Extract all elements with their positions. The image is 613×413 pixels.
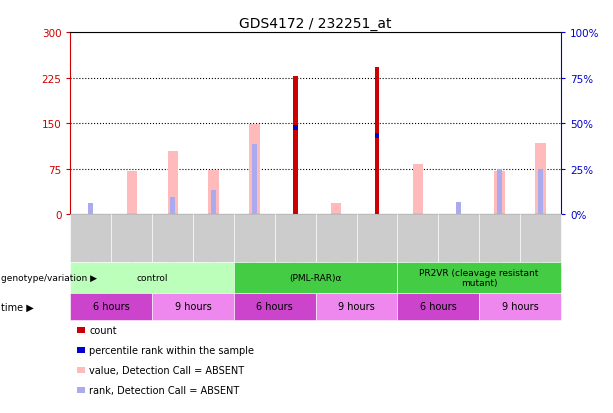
Text: percentile rank within the sample: percentile rank within the sample [89,345,254,355]
Text: genotype/variation ▶: genotype/variation ▶ [1,273,97,282]
Bar [252,145,257,215]
Text: 6 hours: 6 hours [93,301,130,312]
Bar [208,171,219,215]
Bar [331,204,341,215]
Bar [293,126,298,131]
Bar [535,143,546,215]
Bar [375,133,379,138]
Text: 9 hours: 9 hours [338,301,375,312]
Bar [497,169,502,215]
Text: rank, Detection Call = ABSENT: rank, Detection Call = ABSENT [89,385,240,395]
Bar [495,171,504,215]
Bar [413,165,423,215]
Text: time ▶: time ▶ [1,301,33,312]
Text: count: count [89,325,117,335]
Text: PR2VR (cleavage resistant
mutant): PR2VR (cleavage resistant mutant) [419,268,539,287]
Bar [127,171,137,215]
Bar [375,68,379,215]
Text: 9 hours: 9 hours [501,301,538,312]
Bar [249,125,259,215]
Bar [167,151,178,215]
Text: (PML-RAR)α: (PML-RAR)α [289,273,342,282]
Text: value, Detection Call = ABSENT: value, Detection Call = ABSENT [89,365,245,375]
Bar [293,77,298,215]
Text: 6 hours: 6 hours [420,301,457,312]
Bar [170,198,175,215]
Text: control: control [137,273,168,282]
Bar [211,190,216,215]
Bar [538,169,543,215]
Bar [88,204,93,215]
Text: 6 hours: 6 hours [256,301,293,312]
Bar [456,203,461,215]
Text: 9 hours: 9 hours [175,301,211,312]
Title: GDS4172 / 232251_at: GDS4172 / 232251_at [240,17,392,31]
